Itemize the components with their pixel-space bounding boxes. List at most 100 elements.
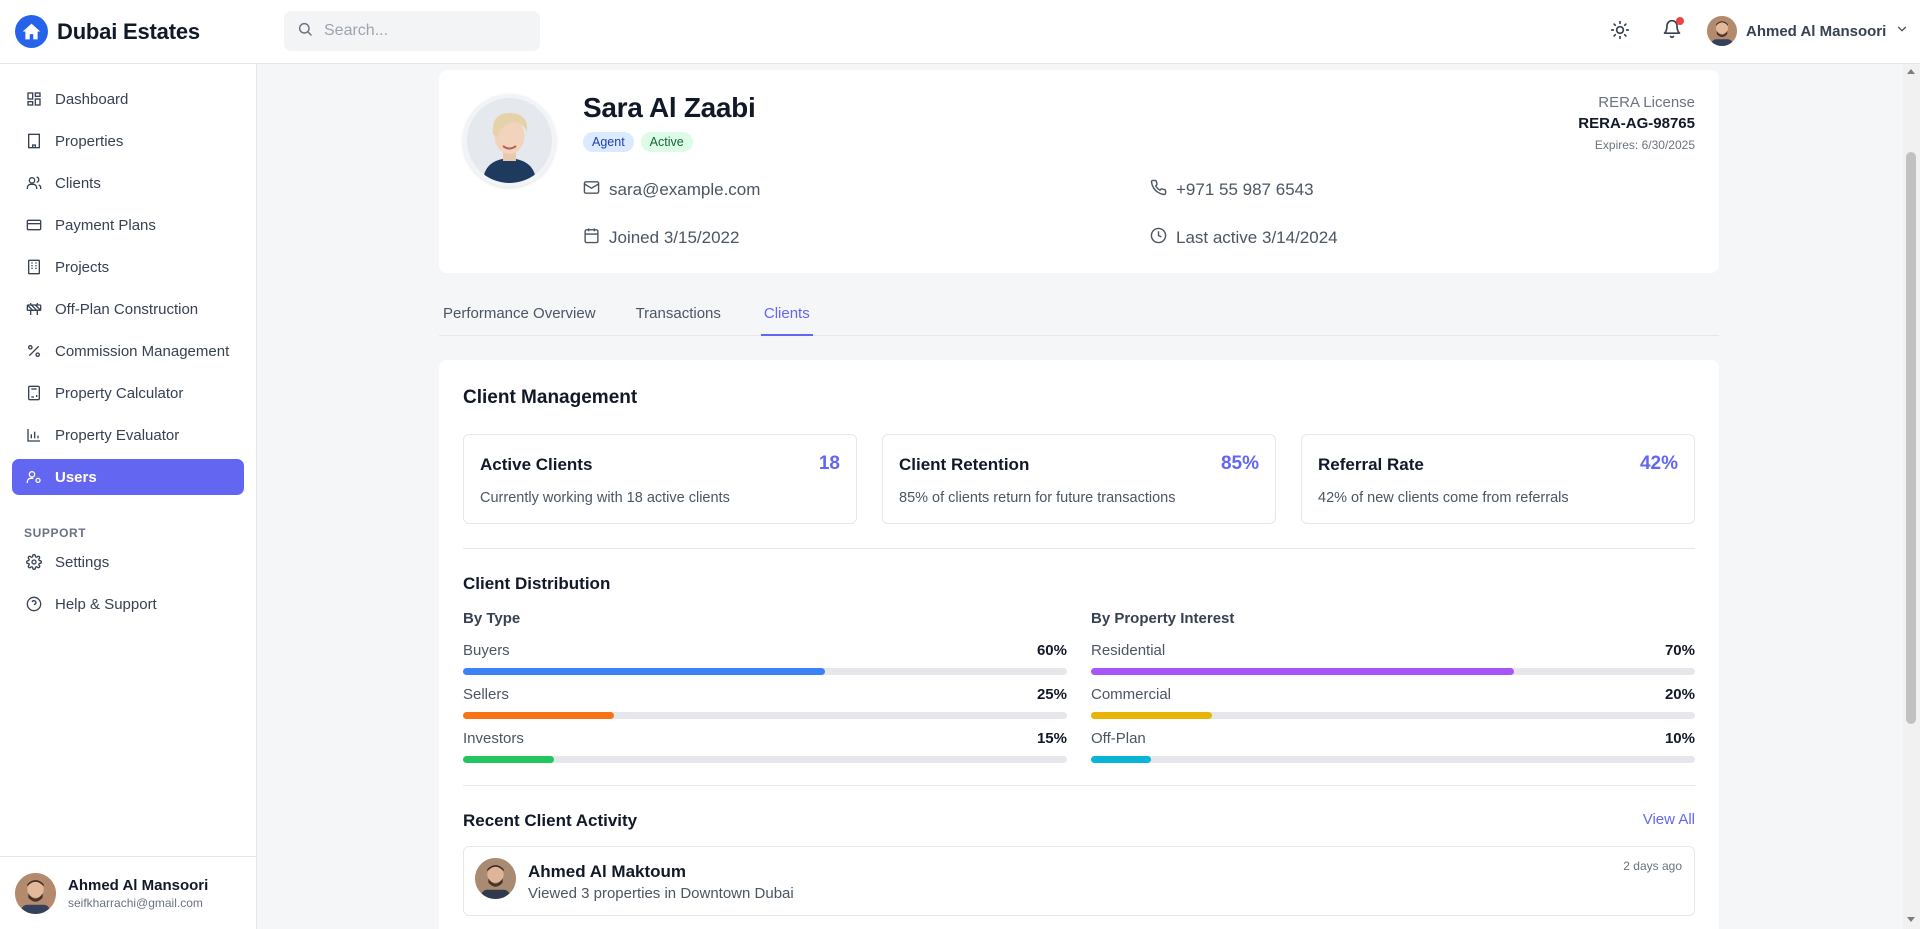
scrollbar-thumb[interactable] [1906,152,1916,724]
sidebar-item-property-evaluator[interactable]: Property Evaluator [12,417,244,453]
tab-transactions[interactable]: Transactions [635,305,721,322]
bar-percent: 25% [1036,686,1067,703]
stat-desc: 85% of clients return for future transac… [899,490,1176,506]
sidebar-item-commission-management[interactable]: Commission Management [12,333,244,369]
bell-icon [1662,19,1682,44]
sidebar-item-projects[interactable]: Projects [12,249,244,285]
sidebar-item-clients[interactable]: Clients [12,165,244,201]
progress-track [1091,668,1695,675]
avatar [15,872,56,914]
sidebar-item-label: Users [55,468,97,486]
construction-icon [25,301,42,318]
sidebar-item-payment-plans[interactable]: Payment Plans [12,207,244,243]
calculator-icon [25,385,42,402]
projects-icon [25,259,42,276]
agent-phone-text: +971 55 987 6543 [1176,180,1314,199]
sidebar-item-users[interactable]: Users [12,459,244,495]
sidebar-item-property-calculator[interactable]: Property Calculator [12,375,244,411]
sidebar-item-label: Property Calculator [55,384,184,402]
chevron-down-icon [1895,22,1909,41]
tab-performance-overview[interactable]: Performance Overview [443,305,596,322]
sidebar-item-properties[interactable]: Properties [12,123,244,159]
bar-percent: 60% [1036,642,1067,659]
scroll-up-arrow-icon[interactable] [1907,69,1915,74]
role-badge: Agent [583,132,634,152]
agent-last-active-text: Last active 3/14/2024 [1176,228,1338,247]
avatar [1707,16,1737,46]
sidebar-user-profile[interactable]: Ahmed Al Mansoori seifkharrachi@gmail.co… [0,856,257,929]
stat-title: Active Clients [480,455,593,474]
sun-icon [1610,20,1630,45]
stat-value: 85% [1220,453,1259,474]
agent-joined: Joined 3/15/2022 [583,227,739,249]
calendar-icon [583,227,600,249]
sidebar-item-label: Commission Management [55,342,230,360]
credit-card-icon [25,217,42,234]
sidebar-user-name: Ahmed Al Mansoori [68,876,209,894]
divider [463,548,1695,549]
support-nav: Settings Help & Support [12,544,244,628]
stat-card-client-retention: Client Retention 85% 85% of clients retu… [882,434,1276,524]
rera-expiry: Expires: 6/30/2025 [1594,138,1695,152]
avatar [475,858,516,899]
bar-label: Buyers [463,642,510,659]
user-menu[interactable]: Ahmed Al Mansoori [1707,16,1909,46]
bar-label: Commercial [1091,686,1172,703]
sidebar-item-help-support[interactable]: Help & Support [12,586,244,622]
home-logo-icon [15,15,48,48]
sidebar-item-label: Clients [55,174,101,192]
rera-license: RERA License RERA-AG-98765 Expires: 6/30… [1578,94,1695,152]
bar-percent: 10% [1664,730,1695,747]
progress-track [1091,756,1695,763]
sidebar-item-label: Projects [55,258,110,276]
client-management-card: Client Management Active Clients 18 Curr… [439,360,1719,929]
sidebar-item-settings[interactable]: Settings [12,544,244,580]
user-cog-icon [25,469,42,486]
by-type-title: By Type [463,610,521,627]
progress-fill [1091,668,1514,675]
sidebar-user-email: seifkharrachi@gmail.com [68,895,203,910]
theme-toggle-button[interactable] [1606,18,1634,46]
view-all-link[interactable]: View All [1642,811,1695,828]
activity-item[interactable]: Ahmed Al Maktoum Viewed 3 properties in … [463,846,1695,916]
progress-fill [1091,712,1212,719]
mail-icon [583,179,600,201]
progress-fill [1091,756,1152,763]
sidebar-item-label: Property Evaluator [55,426,180,444]
by-interest-title: By Property Interest [1091,610,1235,627]
rera-label: RERA License [1598,94,1695,111]
stat-desc: 42% of new clients come from referrals [1318,490,1569,506]
bar-label: Off-Plan [1091,730,1146,747]
tab-clients[interactable]: Clients [760,296,813,336]
agent-phone[interactable]: +971 55 987 6543 [1150,179,1314,201]
agent-email[interactable]: sara@example.com [583,179,760,201]
sidebar-item-label: Dashboard [55,90,129,108]
progress-track [463,712,1067,719]
sidebar-item-off-plan-construction[interactable]: Off-Plan Construction [12,291,244,327]
sidebar-item-label: Help & Support [55,595,157,613]
divider [463,785,1695,786]
agent-badges: Agent Active [583,132,693,152]
search-box[interactable] [284,11,540,51]
stat-desc: Currently working with 18 active clients [480,490,730,506]
stat-card-active-clients: Active Clients 18 Currently working with… [463,434,857,524]
bar-percent: 70% [1664,642,1695,659]
status-badge: Active [640,132,693,152]
search-input[interactable] [324,22,524,40]
progress-fill [463,712,614,719]
notifications-button[interactable] [1657,16,1687,46]
scroll-down-arrow-icon[interactable] [1907,917,1915,922]
sidebar-item-label: Off-Plan Construction [55,300,199,318]
sidebar-item-dashboard[interactable]: Dashboard [12,81,244,117]
progress-fill [463,668,826,675]
agent-profile-card: Sara Al Zaabi Agent Active sara@example.… [439,70,1719,273]
stat-value: 18 [818,453,840,474]
bar-label: Residential [1091,642,1166,659]
main-scrollbar[interactable] [1903,64,1920,929]
progress-track [463,756,1067,763]
agent-joined-text: Joined 3/15/2022 [609,228,740,247]
sidebar-item-label: Payment Plans [55,216,156,234]
activity-description: Viewed 3 properties in Downtown Dubai [528,885,794,902]
brand[interactable]: Dubai Estates [15,15,200,48]
bar-percent: 20% [1664,686,1695,703]
